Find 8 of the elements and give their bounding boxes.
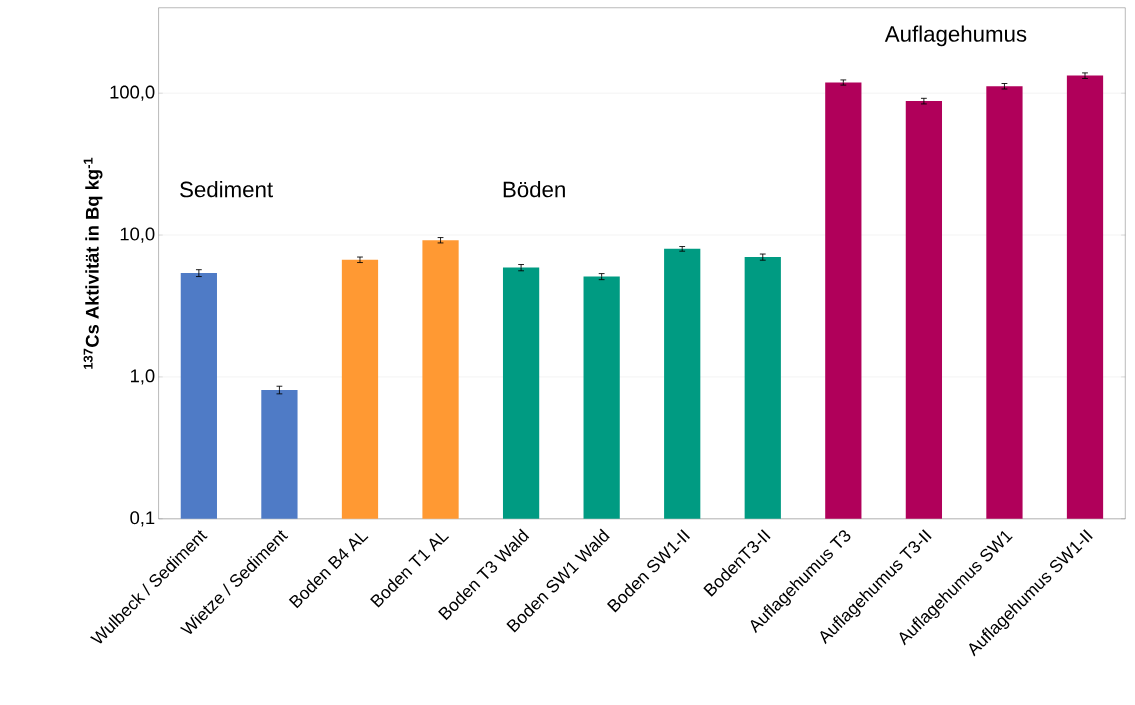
annotation: Böden [503,180,565,198]
y-tick-label: 0,1 [130,511,155,527]
y-tick-label: 100,0 [110,85,155,101]
y-tick-label: 1,0 [130,369,155,385]
annotation: Auflagehumus [884,25,1027,47]
annotation: Sediment [180,180,273,198]
y-tick-label: 10,0 [120,227,155,243]
y-axis-title: $^{137}$Cs Aktivität in Bq kg$^{-1}$ [83,157,103,369]
